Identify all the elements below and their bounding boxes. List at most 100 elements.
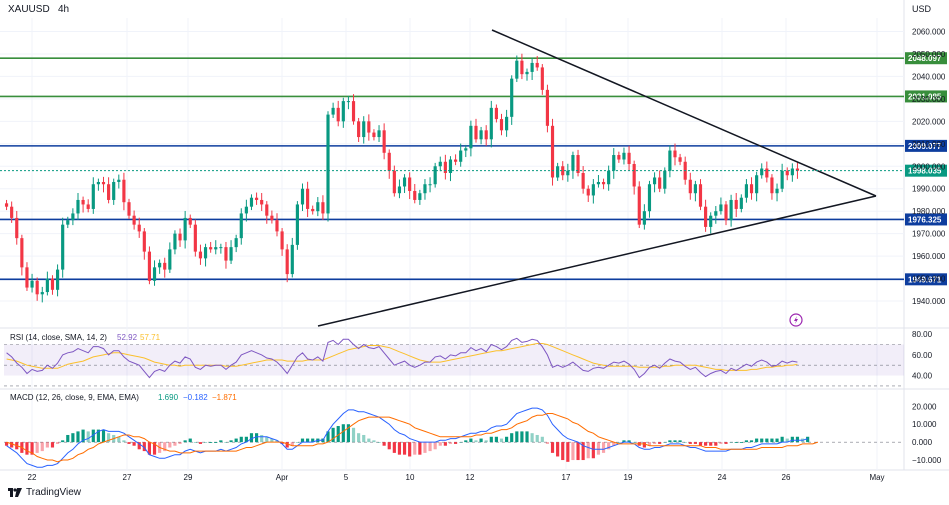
macd-histogram-bar bbox=[607, 442, 611, 450]
macd-line bbox=[6, 407, 808, 468]
candle-body bbox=[790, 168, 794, 176]
candle-body bbox=[173, 233, 177, 250]
candle-body bbox=[652, 177, 657, 185]
candle-body bbox=[765, 168, 769, 178]
macd-histogram-bar bbox=[295, 442, 299, 443]
horizontal-levels[interactable]: 2048.097 2031.085 2009.077 1976.325 1949.671 bbox=[0, 52, 947, 286]
macd-histogram-bar bbox=[617, 442, 621, 443]
macd-histogram-bar bbox=[734, 442, 738, 443]
macd-histogram-bar bbox=[392, 442, 396, 453]
triangle-drawing[interactable] bbox=[317, 29, 877, 327]
candle-body bbox=[336, 107, 340, 122]
tradingview-brand[interactable]: TradingView bbox=[8, 487, 81, 498]
level-label: 1976.325 bbox=[908, 215, 942, 224]
candle-body bbox=[505, 116, 509, 131]
macd-histogram-bar bbox=[209, 442, 213, 443]
macd-histogram-bar bbox=[586, 442, 590, 459]
level-label-bg bbox=[905, 273, 947, 286]
macd-signal-value: −1.871 bbox=[212, 393, 237, 402]
rsi-pane bbox=[4, 337, 904, 387]
macd-histogram-bar bbox=[55, 442, 60, 444]
time-tick-label: 10 bbox=[406, 473, 415, 482]
time-tick-label: 19 bbox=[624, 473, 633, 482]
candle-body bbox=[469, 125, 473, 149]
macd-histogram-bar bbox=[45, 442, 49, 448]
candle-body bbox=[198, 251, 203, 259]
triangle-lower-trendline[interactable] bbox=[317, 195, 877, 327]
candle-body bbox=[719, 204, 723, 212]
macd-histogram-bar bbox=[499, 438, 504, 443]
candle-body bbox=[117, 179, 121, 182]
triangle-upper-trendline[interactable] bbox=[491, 29, 877, 197]
macd-histogram-bar bbox=[622, 440, 626, 443]
price-tick-label: 2050.000 bbox=[912, 50, 946, 59]
candle-body bbox=[91, 184, 95, 209]
macd-histogram-bar bbox=[581, 442, 585, 461]
candle-body bbox=[357, 121, 361, 138]
macd-histogram-bar bbox=[372, 440, 376, 443]
candle-body bbox=[693, 184, 697, 194]
candle-body bbox=[229, 247, 233, 261]
price-tick-label: 1990.000 bbox=[912, 185, 946, 194]
candle-body bbox=[591, 184, 595, 196]
candle-body bbox=[428, 184, 432, 186]
macd-histogram-bar bbox=[40, 442, 44, 452]
candle-body bbox=[581, 173, 585, 189]
candle-body bbox=[214, 247, 218, 250]
macd-histogram-bar bbox=[693, 442, 697, 444]
candle-body bbox=[795, 168, 800, 171]
candle-body bbox=[607, 170, 611, 185]
candle-body bbox=[300, 188, 305, 205]
macd-histogram-bar bbox=[627, 440, 631, 443]
macd-histogram-bar bbox=[795, 436, 800, 443]
macd-histogram-bar bbox=[397, 442, 402, 455]
candle-body bbox=[448, 159, 453, 173]
macd-histogram-bar bbox=[142, 442, 146, 452]
macd-histogram-bar bbox=[326, 431, 330, 443]
level-label-bg bbox=[905, 52, 947, 65]
macd-histogram-bar bbox=[556, 442, 560, 457]
macd-histogram-bar bbox=[387, 442, 391, 450]
candle-body bbox=[499, 119, 504, 131]
candle-body bbox=[709, 215, 713, 227]
macd-histogram-bar bbox=[474, 440, 478, 443]
candle-body bbox=[260, 199, 264, 205]
time-tick-label: 24 bbox=[718, 473, 727, 482]
candle-body bbox=[561, 166, 565, 176]
lightning-icon[interactable] bbox=[789, 313, 803, 327]
time-tick-label: 12 bbox=[466, 473, 475, 482]
candlestick-series bbox=[4, 53, 800, 303]
macd-tick-label: 20.000 bbox=[912, 402, 937, 411]
macd-histogram-bar bbox=[515, 431, 519, 443]
candle-body bbox=[489, 107, 493, 140]
macd-histogram-bar bbox=[91, 429, 95, 443]
candle-body bbox=[515, 60, 519, 79]
candle-body bbox=[576, 155, 580, 173]
price-tick-label: 2020.000 bbox=[912, 117, 946, 126]
candle-body bbox=[362, 121, 366, 138]
macd-line-value: −0.182 bbox=[183, 393, 208, 402]
price-axis[interactable]: 2060.000 2050.000 2040.000 2030.000 2020.000… bbox=[912, 27, 946, 306]
candle-body bbox=[382, 130, 386, 153]
macd-histogram-bar bbox=[81, 429, 85, 443]
price-tick-label: 1950.000 bbox=[912, 275, 946, 284]
candle-body bbox=[239, 213, 243, 239]
candle-body bbox=[244, 206, 248, 214]
candle-body bbox=[622, 152, 626, 160]
time-tick-label: 29 bbox=[184, 473, 193, 482]
macd-histogram-bar bbox=[306, 438, 310, 443]
price-tick-label: 2010.000 bbox=[912, 140, 946, 149]
candle-body bbox=[178, 233, 182, 241]
macd-histogram-bar bbox=[183, 440, 187, 443]
rsi-axis: 80.00 60.00 40.00 bbox=[912, 330, 933, 380]
macd-histogram-bar bbox=[601, 442, 606, 453]
candle-body bbox=[295, 204, 299, 245]
level-label-bg bbox=[905, 90, 947, 103]
macd-tick-label: 0.000 bbox=[912, 438, 933, 447]
candle-body bbox=[158, 262, 162, 268]
macd-histogram-bar bbox=[459, 442, 463, 443]
candle-body bbox=[443, 161, 447, 173]
time-axis[interactable]: 22 27 29 Apr 5 10 12 17 19 24 26 May bbox=[28, 473, 885, 482]
candle-body bbox=[438, 161, 442, 167]
